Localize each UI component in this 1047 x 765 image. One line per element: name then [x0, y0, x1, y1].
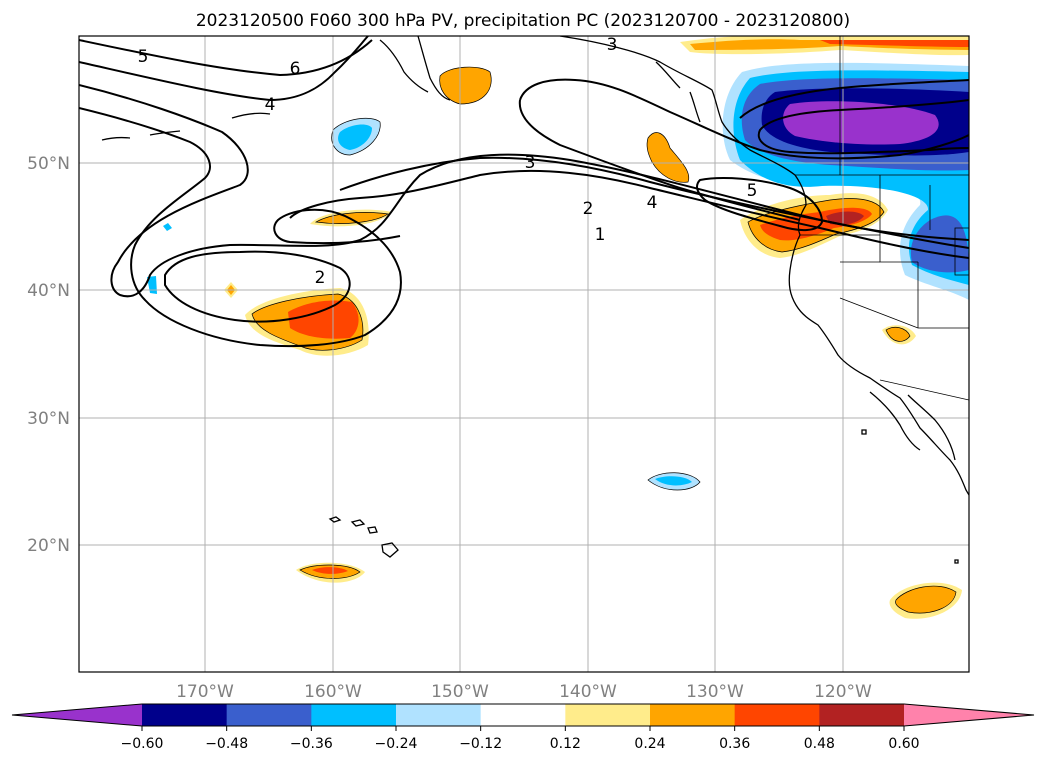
- colorbar-tick-label: 0.12: [550, 736, 581, 752]
- pv-contours: [79, 36, 969, 348]
- lon-label: 170°W: [176, 682, 234, 702]
- colorbar-segment: [396, 704, 482, 726]
- colorbar-tick-label: −0.36: [290, 736, 333, 752]
- colorbar-segment: [650, 704, 736, 726]
- pv-label: 4: [265, 95, 276, 115]
- longitude-labels: 170°W 160°W 150°W 140°W 130°W 120°W: [176, 682, 872, 702]
- graticule: [79, 36, 969, 672]
- colorbar-segment: [142, 704, 228, 726]
- coastlines: [101, 36, 969, 564]
- colorbar-tick-label: 0.60: [888, 736, 919, 752]
- lon-label: 160°W: [304, 682, 362, 702]
- pv-label: 4: [647, 193, 658, 213]
- colorbar-extend-high: [904, 704, 1034, 726]
- lon-label: 120°W: [814, 682, 872, 702]
- colorbar-segment: [480, 704, 566, 726]
- pv-label: 2: [583, 199, 594, 219]
- map-frame: [78, 35, 970, 673]
- pv-label: 5: [138, 47, 149, 67]
- colorbar-segment: [226, 704, 312, 726]
- lat-label: 50°N: [27, 154, 70, 174]
- lat-label: 30°N: [27, 409, 70, 429]
- pv-label: 2: [315, 268, 326, 288]
- lon-label: 150°W: [431, 682, 489, 702]
- colorbar-tick-label: −0.60: [121, 736, 164, 752]
- colorbar: −0.60 −0.48 −0.36 −0.24 −0.12 0.12 0.24 0.36 0.4…: [11, 703, 1035, 752]
- colorbar-tick-label: −0.48: [205, 736, 248, 752]
- colorbar-tick-label: 0.48: [804, 736, 835, 752]
- political-borders: [795, 36, 969, 401]
- colorbar-extend-low: [12, 704, 142, 726]
- pv-label: 1: [595, 225, 606, 245]
- pv-label: 3: [525, 153, 536, 173]
- colorbar-tick-label: −0.12: [459, 736, 502, 752]
- map-area: 5 6 4 3 2 1 5 2 3 4: [79, 35, 969, 672]
- lon-label: 140°W: [559, 682, 617, 702]
- colorbar-tick-label: 0.36: [719, 736, 750, 752]
- figure-title: 2023120500 F060 300 hPa PV, precipitatio…: [196, 11, 850, 31]
- colorbar-segment: [311, 704, 397, 726]
- colorbar-tick-label: −0.24: [375, 736, 418, 752]
- pv-label: 3: [607, 35, 618, 55]
- negative-precip-pc-fill: [147, 62, 969, 491]
- pv-contour-labels: 5 6 4 3 2 1 5 2 3 4: [138, 35, 758, 288]
- lon-label: 130°W: [686, 682, 744, 702]
- colorbar-segment: [819, 704, 905, 726]
- pv-label: 5: [747, 181, 758, 201]
- colorbar-segment: [565, 704, 651, 726]
- colorbar-segment: [734, 704, 820, 726]
- colorbar-tick-label: 0.24: [634, 736, 665, 752]
- latitude-labels: 50°N 40°N 30°N 20°N: [27, 154, 70, 556]
- lat-label: 20°N: [27, 536, 70, 556]
- lat-label: 40°N: [27, 281, 70, 301]
- pv-label: 6: [290, 59, 301, 79]
